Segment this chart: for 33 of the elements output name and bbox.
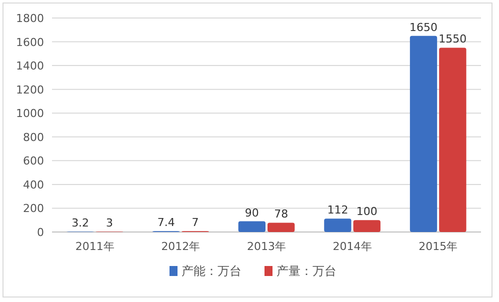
legend-label: 产量：万台 — [276, 264, 336, 278]
x-tick-label: 2011年 — [75, 240, 114, 253]
x-tick-label: 2012年 — [161, 240, 200, 253]
y-tick-label: 600 — [23, 154, 44, 168]
bar — [268, 222, 295, 232]
data-label: 1650 — [410, 20, 438, 34]
bar — [410, 36, 438, 232]
data-label: 90 — [244, 206, 259, 220]
bar — [238, 221, 266, 232]
data-label: 3.2 — [72, 216, 90, 230]
bar — [353, 220, 380, 232]
y-tick-label: 1200 — [16, 83, 44, 96]
data-label: 3 — [106, 216, 113, 230]
y-tick-label: 400 — [23, 178, 44, 192]
x-tick-label: 2015年 — [418, 240, 458, 253]
y-tick-label: 1600 — [16, 36, 44, 49]
y-tick-label: 1000 — [16, 107, 44, 120]
data-label: 1550 — [438, 32, 467, 46]
y-tick-label: 200 — [23, 202, 44, 216]
data-label: 7.4 — [157, 216, 175, 230]
y-tick-label: 1400 — [16, 60, 44, 73]
legend-label: 产能：万台 — [182, 264, 242, 278]
x-tick-label: 2013年 — [247, 240, 286, 253]
y-tick-label: 800 — [23, 130, 44, 144]
data-label: 78 — [274, 208, 288, 221]
data-label: 100 — [356, 205, 378, 218]
bar — [439, 48, 466, 232]
data-label: 7 — [192, 216, 199, 230]
data-label: 112 — [327, 204, 348, 217]
y-tick-label: 0 — [37, 226, 44, 239]
x-tick-label: 2014年 — [332, 240, 372, 253]
y-tick-label: 1800 — [16, 12, 44, 25]
bar — [324, 218, 352, 232]
